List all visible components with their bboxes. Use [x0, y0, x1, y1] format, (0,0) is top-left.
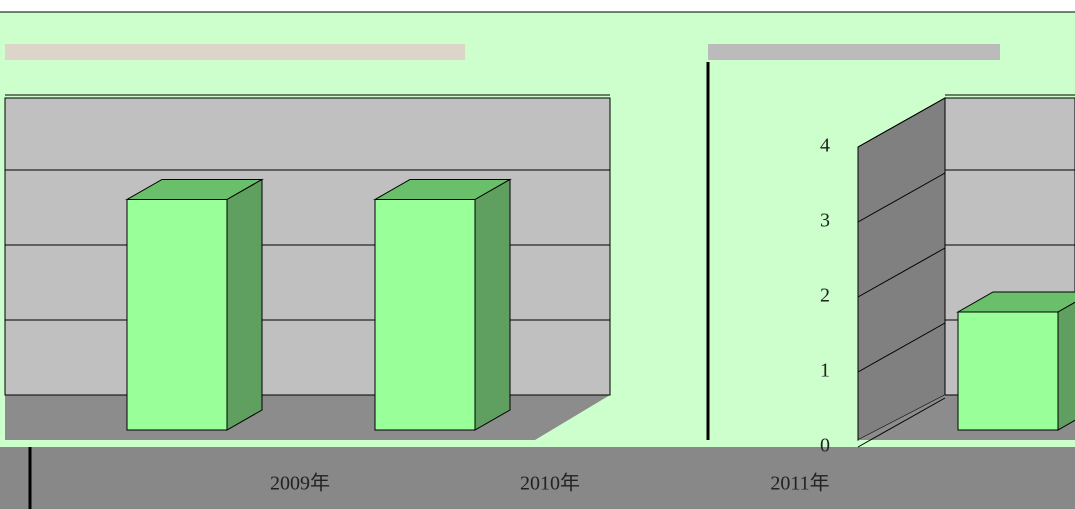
y-tick-label: 3: [820, 210, 830, 232]
grid-line: [857, 397, 946, 448]
title-smear: [708, 44, 1000, 60]
y-tick-label: 0: [820, 435, 830, 457]
grid-line: [857, 247, 946, 298]
bar-side: [474, 178, 511, 431]
bottom-band: [0, 447, 1075, 509]
y-tick-label: 4: [820, 135, 830, 157]
grid-line: [857, 97, 946, 148]
x-tick-label: 2010年: [520, 472, 580, 495]
bar-side: [1057, 301, 1075, 431]
y-tick-label: 1: [820, 360, 830, 382]
y-tick-label: 2: [820, 285, 830, 307]
grid-line: [857, 322, 946, 373]
bar: [126, 199, 228, 431]
bar: [374, 199, 476, 431]
side-wall: [857, 97, 946, 441]
title-smear: [5, 44, 465, 60]
bar-side: [226, 178, 263, 431]
x-tick-label: 2011年: [770, 472, 829, 495]
bar: [957, 311, 1059, 431]
x-tick-label: 2009年: [270, 472, 330, 495]
grid-line: [857, 172, 946, 223]
floor: [5, 395, 610, 440]
back-wall: [4, 97, 611, 396]
top-strip: [0, 0, 1075, 12]
